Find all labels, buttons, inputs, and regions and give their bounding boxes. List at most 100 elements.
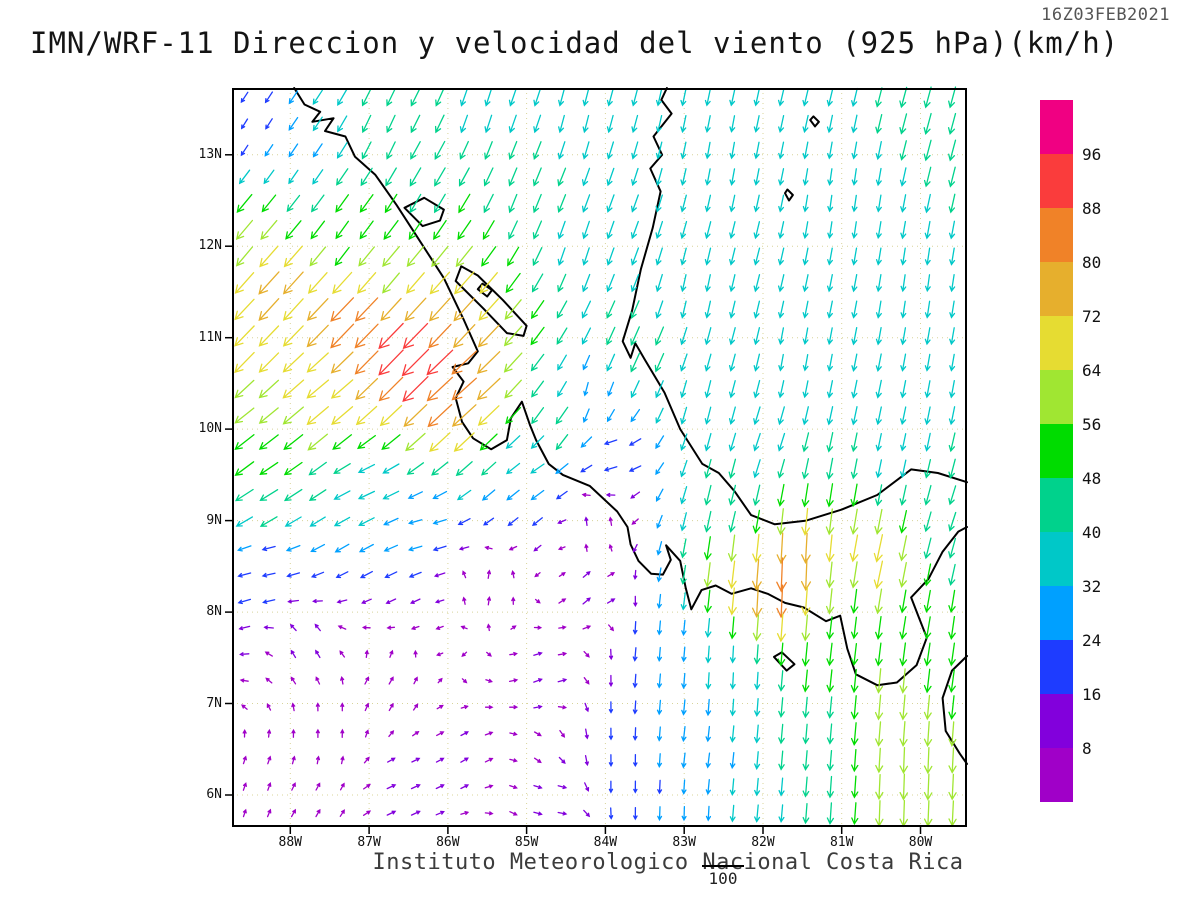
wind-arrow	[580, 464, 593, 473]
wind-arrow	[900, 247, 907, 266]
wind-arrow	[656, 726, 663, 742]
wind-arrow	[503, 325, 523, 347]
wind-arrow	[460, 757, 469, 763]
wind-arrow	[826, 300, 833, 319]
wind-arrow	[632, 621, 638, 635]
wind-arrow	[899, 589, 907, 614]
wind-arrow	[581, 492, 591, 497]
wind-arrow	[753, 300, 761, 319]
wind-arrow	[340, 702, 345, 712]
wind-arrow	[555, 434, 569, 451]
wind-arrow	[283, 434, 304, 451]
wind-arrow	[557, 273, 567, 293]
wind-arrow	[630, 194, 639, 213]
wind-arrow	[380, 297, 402, 322]
wind-arrow	[242, 782, 247, 791]
wind-arrow	[728, 432, 737, 452]
wind-arrow	[432, 518, 447, 525]
wind-arrow	[413, 649, 418, 658]
lat-axis-label: 12N	[198, 238, 222, 254]
wind-arrow	[800, 558, 812, 592]
wind-arrow	[555, 490, 568, 500]
wind-arrow	[606, 300, 616, 319]
wind-arrow	[873, 534, 884, 563]
wind-arrow	[949, 274, 956, 293]
wind-arrow	[705, 805, 712, 822]
wind-arrow	[826, 642, 834, 667]
wind-arrow	[235, 516, 254, 527]
wind-arrow	[875, 353, 882, 373]
colorbar-tick-label: 24	[1082, 631, 1102, 650]
wind-arrow	[851, 141, 858, 160]
wind-arrow	[258, 325, 280, 347]
wind-arrow	[729, 804, 736, 823]
wind-arrow	[263, 625, 274, 630]
wind-arrow	[584, 728, 589, 740]
wind-arrow	[484, 114, 493, 134]
wind-arrow	[291, 728, 296, 738]
wind-arrow	[802, 776, 810, 798]
wind-arrow	[630, 300, 640, 320]
wind-arrow	[900, 353, 907, 372]
wind-arrow	[753, 115, 760, 133]
wind-arrow	[311, 194, 325, 213]
wind-arrow	[240, 144, 249, 157]
wind-arrow	[850, 616, 859, 640]
wind-arrow	[557, 354, 567, 371]
wind-arrow	[306, 379, 330, 399]
wind-arrow	[558, 88, 565, 107]
wind-arrow	[386, 88, 396, 107]
wind-arrow	[826, 749, 834, 772]
wind-arrow	[557, 705, 568, 710]
wind-arrow	[258, 271, 280, 295]
wind-arrow	[361, 625, 371, 630]
wind-arrow	[656, 514, 663, 529]
wind-arrow	[282, 325, 304, 347]
wind-arrow	[900, 459, 907, 479]
wind-arrow	[753, 141, 760, 160]
wind-arrow	[827, 221, 834, 240]
wind-arrow	[875, 432, 882, 452]
wind-arrow	[282, 298, 304, 321]
wind-arrow	[234, 434, 255, 451]
colorbar-segment	[1040, 424, 1073, 478]
wind-arrow	[949, 247, 956, 266]
wind-arrow	[949, 353, 956, 372]
wind-arrow	[605, 492, 616, 498]
wind-arrow	[482, 220, 495, 240]
wind-arrow	[508, 193, 518, 214]
wind-arrow	[364, 729, 369, 738]
wind-arrow	[752, 614, 762, 642]
wind-arrow	[336, 599, 348, 604]
wind-arrow	[530, 435, 545, 449]
wind-arrow	[704, 247, 712, 266]
wind-arrow	[851, 406, 858, 426]
wind-arrow	[386, 625, 396, 630]
wind-arrow	[924, 406, 931, 426]
wind-arrow	[386, 810, 397, 816]
wind-arrow	[680, 141, 687, 160]
wind-arrow	[460, 810, 470, 816]
wind-arrow	[729, 698, 736, 717]
wind-arrow	[584, 755, 589, 767]
wind-arrow	[680, 168, 687, 187]
wind-arrow	[923, 86, 932, 109]
chart-title: IMN/WRF-11 Direccion y velocidad del vie…	[30, 26, 1120, 60]
lon-axis-label: 88W	[278, 835, 303, 850]
wind-arrow	[801, 458, 810, 480]
wind-arrow	[582, 408, 590, 424]
wind-arrow	[581, 167, 591, 187]
wind-arrow	[654, 326, 665, 346]
wind-arrow	[435, 757, 445, 763]
wind-arrow	[582, 247, 590, 266]
wind-arrow	[851, 300, 858, 319]
wind-arrow	[530, 489, 545, 501]
wind-arrow	[608, 624, 615, 632]
wind-arrow	[407, 491, 423, 500]
wind-arrow	[753, 88, 760, 107]
coastline	[621, 87, 968, 526]
wind-arrow	[340, 728, 345, 738]
wind-arrow	[406, 272, 425, 294]
wind-arrow	[289, 623, 297, 632]
wind-arrow	[358, 246, 375, 267]
